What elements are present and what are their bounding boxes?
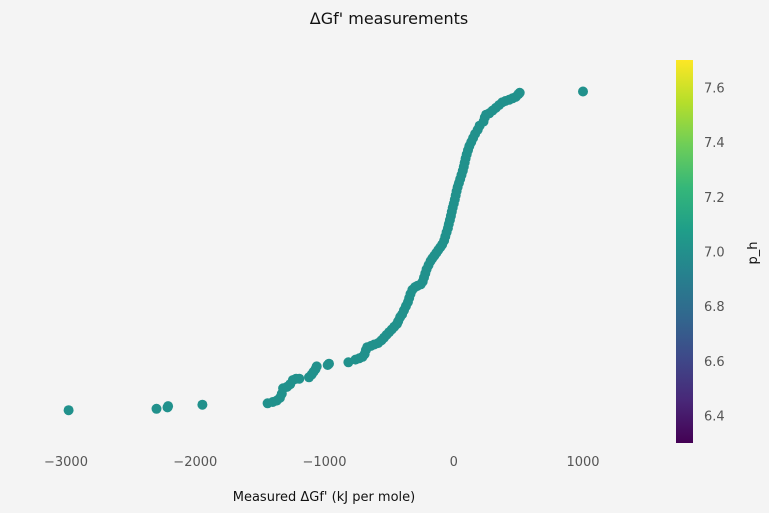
data-point (294, 373, 305, 384)
colorbar-tick-label: 6.6 (704, 355, 725, 370)
x-tick-label: 1000 (566, 455, 599, 470)
data-point (311, 361, 322, 372)
data-point (151, 403, 162, 414)
data-point (163, 401, 174, 412)
x-axis-label: Measured ΔGf' (kJ per mole) (233, 490, 415, 505)
x-tick-label: −1000 (303, 455, 347, 470)
data-points (63, 86, 588, 416)
colorbar (676, 60, 693, 443)
data-point (197, 399, 208, 410)
colorbar-tick-label: 6.8 (704, 300, 725, 315)
colorbar-tick-label: 7.6 (704, 81, 725, 96)
colorbar-label: p_h (746, 242, 761, 265)
colorbar-tick-label: 7.4 (704, 136, 725, 151)
chart-title: ΔGf' measurements (310, 9, 468, 28)
colorbar-tick-label: 7.0 (704, 246, 725, 261)
data-point (324, 358, 334, 369)
x-axis-ticks: −3000 −2000 −1000 0 1000 (44, 455, 600, 470)
colorbar-tick-label: 6.4 (704, 410, 725, 425)
data-point (514, 87, 525, 98)
colorbar-ticks: 6.4 6.6 6.8 7.0 7.2 7.4 7.6 (704, 81, 725, 424)
x-tick-label: −3000 (44, 455, 88, 470)
data-point (63, 405, 74, 416)
data-point (578, 86, 588, 97)
colorbar-tick-label: 7.2 (704, 191, 725, 206)
x-tick-label: −2000 (173, 455, 217, 470)
x-tick-label: 0 (450, 455, 458, 470)
